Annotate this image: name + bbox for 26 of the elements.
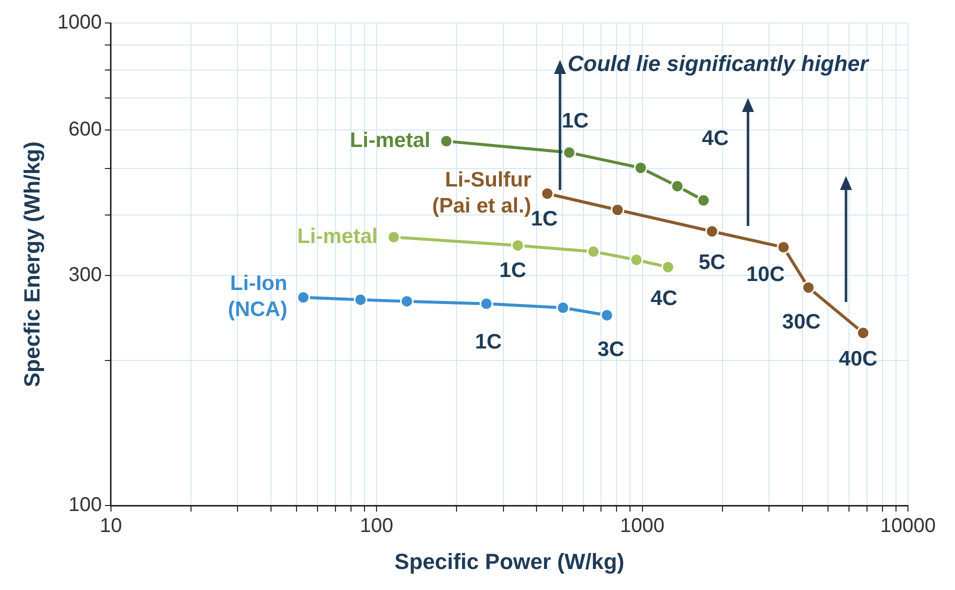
annotation: 4C	[702, 127, 729, 150]
y-tick-label: 600	[68, 118, 102, 141]
series-label: Li-metal	[297, 224, 378, 248]
annotation: 3C	[597, 338, 624, 362]
x-axis-title: Specific Power (W/kg)	[394, 548, 624, 574]
y-tick-label: 1000	[57, 12, 102, 34]
x-tick-label: 10000	[880, 515, 936, 538]
annotation: 1C	[499, 259, 526, 282]
x-tick-label: 10	[100, 515, 122, 538]
y-tick-label: 300	[68, 264, 102, 286]
annotation: Could lie significantly higher	[568, 51, 870, 76]
series-label: Li-Sulfur (Pai et al.)	[432, 168, 532, 218]
x-tick-label: 1000	[620, 515, 665, 538]
y-tick-label: 100	[68, 494, 102, 516]
annotation: 5C	[698, 251, 726, 274]
annotation: 1C	[562, 109, 589, 132]
annotation: 1C	[474, 330, 502, 354]
series-label: Li-Ion (NCA)	[228, 272, 288, 322]
annotation: 10C	[746, 263, 785, 286]
annotation: 4C	[650, 286, 678, 310]
x-tick-label: 100	[360, 515, 394, 538]
series-label: Li-metal	[350, 128, 430, 152]
annotation: 1C	[530, 207, 558, 230]
annotation: 30C	[782, 310, 821, 334]
annotation: 40C	[838, 348, 878, 371]
y-axis-title: Specfic Energy (Wh/kg)	[19, 141, 44, 388]
